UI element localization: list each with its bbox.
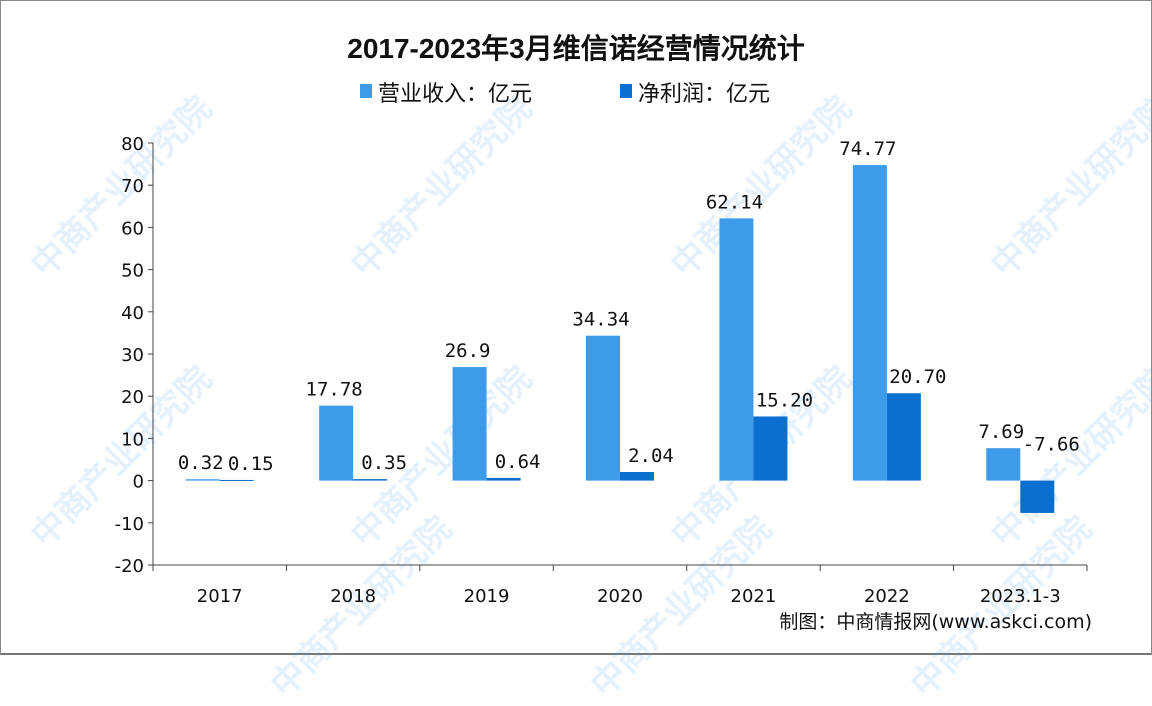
data-label: 74.77	[839, 138, 896, 160]
x-tick-label: 2017	[197, 586, 243, 607]
bar-net-profit	[753, 416, 788, 481]
data-label: 7.69	[978, 421, 1024, 443]
x-tick-label: 2021	[731, 586, 777, 607]
bar-revenue	[719, 218, 754, 481]
bar-revenue	[185, 479, 220, 481]
data-label: 0.64	[495, 451, 541, 473]
bar-revenue	[852, 165, 887, 481]
data-label: 0.35	[361, 452, 407, 474]
legend-swatch	[360, 84, 372, 98]
x-tick-label: 2022	[864, 586, 910, 607]
legend-swatch	[620, 84, 632, 98]
legend-label: 营业收入：亿元	[378, 82, 532, 107]
y-tick-label: -20	[115, 556, 144, 577]
bar-revenue	[452, 367, 487, 481]
y-tick-label: 50	[121, 261, 144, 282]
data-label: 62.14	[706, 191, 763, 213]
data-label: 0.15	[228, 453, 274, 475]
bar-net-profit	[353, 479, 388, 481]
legend-label: 净利润：亿元	[638, 82, 770, 107]
data-label: 34.34	[572, 309, 629, 331]
x-tick-label: 2019	[464, 586, 510, 607]
bar-net-profit	[886, 393, 921, 481]
data-label: 2.04	[628, 445, 674, 467]
bar-net-profit	[1020, 480, 1055, 513]
data-label: 0.32	[178, 452, 224, 474]
y-tick-label: 60	[121, 218, 144, 239]
data-label: 17.78	[306, 379, 363, 401]
y-tick-label: 70	[121, 176, 144, 197]
y-tick-label: 40	[121, 303, 144, 324]
y-tick-label: 30	[121, 345, 144, 366]
bar-revenue	[586, 335, 620, 481]
y-tick-label: 80	[121, 134, 144, 155]
bar-net-profit	[219, 479, 254, 481]
bar-net-profit	[620, 471, 654, 481]
data-label: -7.66	[1023, 434, 1080, 456]
bar-revenue	[319, 405, 354, 481]
y-tick-label: -10	[115, 514, 144, 535]
data-label: 26.9	[445, 340, 491, 362]
chart-title: 2017-2023年3月维信诺经营情况统计	[347, 32, 804, 64]
x-tick-label: 2023.1-3	[980, 586, 1061, 607]
y-tick-label: 20	[121, 387, 144, 408]
x-tick-label: 2020	[597, 586, 643, 607]
data-label: 15.20	[756, 389, 813, 411]
x-tick-label: 2018	[330, 586, 376, 607]
bar-revenue	[986, 448, 1021, 481]
data-label: 20.70	[889, 366, 946, 388]
y-tick-label: 0	[133, 472, 144, 493]
y-tick-label: 10	[121, 429, 144, 450]
source-note: 制图：中商情报网(www.askci.com)	[779, 611, 1092, 633]
bar-net-profit	[486, 477, 521, 481]
